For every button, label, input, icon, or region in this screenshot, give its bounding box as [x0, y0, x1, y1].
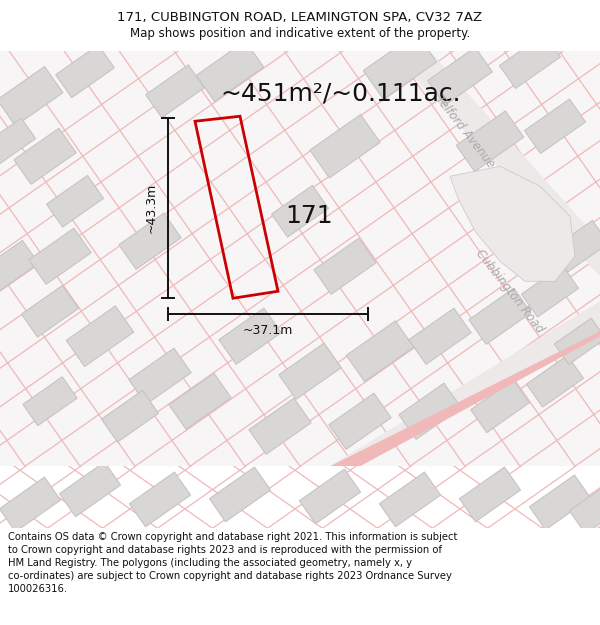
Polygon shape [101, 391, 158, 442]
Polygon shape [529, 475, 590, 530]
Polygon shape [469, 288, 531, 344]
Polygon shape [0, 66, 63, 126]
Polygon shape [470, 380, 529, 432]
Polygon shape [146, 65, 205, 118]
Bar [0, 528, 600, 625]
Polygon shape [551, 221, 600, 272]
Polygon shape [379, 472, 440, 527]
Polygon shape [314, 238, 376, 294]
Polygon shape [0, 477, 61, 532]
Polygon shape [129, 348, 191, 404]
Polygon shape [279, 343, 341, 399]
Polygon shape [22, 286, 79, 337]
Polygon shape [196, 41, 264, 102]
Polygon shape [219, 308, 281, 364]
Polygon shape [119, 213, 181, 269]
Polygon shape [330, 301, 600, 466]
Polygon shape [299, 469, 361, 524]
Polygon shape [249, 398, 311, 454]
Polygon shape [428, 48, 493, 105]
Polygon shape [66, 306, 134, 367]
Polygon shape [56, 45, 115, 98]
Polygon shape [46, 176, 104, 227]
Polygon shape [499, 34, 560, 89]
Polygon shape [209, 467, 271, 522]
Polygon shape [524, 99, 586, 154]
Text: ~37.1m: ~37.1m [243, 324, 293, 338]
Polygon shape [0, 118, 35, 164]
Polygon shape [521, 266, 578, 317]
Polygon shape [450, 166, 575, 281]
Text: 171: 171 [285, 204, 332, 228]
Polygon shape [330, 331, 600, 466]
Polygon shape [0, 241, 38, 292]
Text: Cubbington Road: Cubbington Road [473, 247, 547, 336]
Polygon shape [399, 383, 461, 439]
Text: Map shows position and indicative extent of the property.: Map shows position and indicative extent… [130, 27, 470, 40]
Text: ~43.3m: ~43.3m [145, 183, 158, 233]
Polygon shape [23, 377, 77, 426]
Polygon shape [364, 33, 437, 99]
Polygon shape [390, 51, 600, 276]
Polygon shape [271, 186, 329, 237]
Polygon shape [29, 228, 91, 284]
Text: 171, CUBBINGTON ROAD, LEAMINGTON SPA, CV32 7AZ: 171, CUBBINGTON ROAD, LEAMINGTON SPA, CV… [118, 11, 482, 24]
Polygon shape [14, 128, 76, 184]
Polygon shape [346, 321, 414, 382]
Text: ~451m²/~0.111ac.: ~451m²/~0.111ac. [220, 81, 461, 105]
Polygon shape [59, 462, 121, 517]
Polygon shape [554, 318, 600, 364]
Polygon shape [169, 373, 231, 429]
Polygon shape [526, 356, 584, 407]
Text: Contains OS data © Crown copyright and database right 2021. This information is : Contains OS data © Crown copyright and d… [8, 531, 457, 594]
Polygon shape [329, 393, 391, 449]
Polygon shape [130, 472, 191, 527]
Text: Telford Avenue: Telford Avenue [433, 92, 497, 170]
Polygon shape [310, 114, 380, 178]
Polygon shape [569, 479, 600, 534]
Polygon shape [460, 467, 521, 522]
Polygon shape [409, 308, 471, 364]
Polygon shape [456, 111, 524, 172]
